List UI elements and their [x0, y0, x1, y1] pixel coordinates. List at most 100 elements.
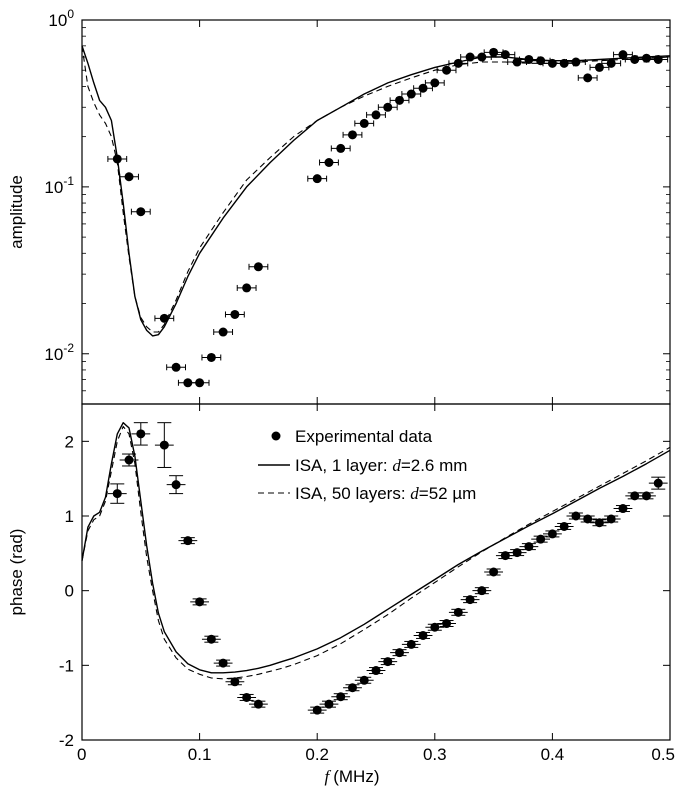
phase-y-tick-label-4: 2	[65, 432, 74, 451]
phase-point-38	[613, 504, 633, 514]
phase-marker-21	[418, 630, 428, 640]
amplitude-point-9	[224, 309, 245, 319]
amplitude-marker-8	[218, 327, 228, 337]
amplitude-point-3	[154, 313, 175, 323]
amplitude-marker-29	[512, 57, 522, 67]
phase-marker-12	[312, 705, 322, 715]
phase-model-curves	[81, 422, 671, 680]
amplitude-point-0	[107, 154, 128, 164]
amplitude-marker-38	[618, 50, 628, 60]
phase-marker-29	[512, 548, 522, 558]
phase-marker-20	[406, 639, 416, 649]
phase-y-tick-label-2: 0	[65, 582, 74, 601]
amplitude-point-17	[366, 110, 386, 120]
phase-point-16	[354, 675, 374, 685]
phase-curve-fifty-layers	[81, 425, 671, 680]
amplitude-point-12	[307, 174, 328, 184]
amplitude-point-24	[448, 58, 469, 68]
phase-marker-35	[583, 514, 593, 524]
amplitude-point-11	[248, 262, 269, 272]
phase-y-tick-label-0: -2	[59, 731, 74, 750]
amplitude-marker-27	[489, 47, 499, 57]
phase-point-17	[366, 666, 386, 676]
amplitude-y-tick-label-2: 10-2	[44, 341, 74, 364]
legend-label-one-layer: ISA, 1 layer: d=2.6 mm	[295, 456, 467, 475]
phase-marker-23	[442, 619, 452, 629]
amplitude-marker-30	[524, 54, 534, 64]
x-tick-label-2: 0.2	[305, 745, 329, 764]
amplitude-point-1	[119, 172, 139, 182]
x-axis-label: f (MHz)	[325, 767, 380, 786]
phase-data-points	[107, 422, 668, 715]
amplitude-marker-41	[653, 54, 663, 64]
amplitude-marker-34	[571, 57, 581, 67]
x-tick-label-5: 0.5	[651, 745, 675, 764]
amplitude-point-13	[319, 157, 339, 167]
amplitude-marker-24	[453, 58, 463, 68]
amplitude-marker-4	[171, 362, 181, 372]
x-tick-label-0: 0	[77, 745, 86, 764]
amplitude-y-label: amplitude	[7, 175, 26, 249]
phase-marker-28	[500, 551, 510, 561]
phase-point-10	[237, 692, 257, 702]
amplitude-ticks: 100 10-1 10-2	[44, 7, 671, 405]
phase-point-8	[213, 658, 233, 668]
phase-marker-2	[136, 429, 146, 439]
amplitude-point-21	[413, 83, 433, 93]
phase-marker-11	[253, 699, 263, 709]
amplitude-point-40	[636, 53, 657, 63]
phase-point-0	[107, 483, 127, 504]
phase-point-29	[507, 548, 527, 558]
amplitude-marker-10	[242, 283, 252, 293]
amplitude-point-23	[436, 65, 457, 75]
phase-marker-40	[641, 491, 651, 501]
amplitude-marker-40	[641, 53, 651, 63]
phase-marker-36	[594, 518, 604, 528]
phase-point-9	[225, 677, 245, 687]
phase-point-24	[448, 607, 468, 617]
x-tick-label-3: 0.3	[423, 745, 447, 764]
phase-marker-16	[359, 675, 369, 685]
amplitude-point-34	[566, 57, 586, 67]
phase-point-25	[460, 595, 480, 605]
phase-point-20	[401, 639, 421, 649]
amplitude-point-28	[495, 50, 516, 60]
amplitude-point-37	[601, 58, 622, 68]
phase-point-2	[131, 422, 151, 446]
amplitude-marker-15	[347, 130, 357, 140]
phase-point-35	[578, 514, 598, 524]
amplitude-marker-7	[206, 352, 216, 362]
phase-marker-14	[336, 692, 346, 702]
phase-point-36	[590, 518, 609, 528]
phase-plot-frame	[81, 403, 671, 741]
phase-point-4	[166, 475, 186, 495]
amplitude-marker-6	[195, 378, 205, 388]
amplitude-marker-14	[336, 143, 346, 153]
amplitude-curve-one-layer	[81, 45, 671, 337]
phase-marker-9	[230, 677, 240, 687]
amplitude-point-20	[401, 89, 422, 99]
phase-marker-41	[653, 478, 663, 488]
amplitude-point-27	[483, 47, 504, 57]
phase-point-14	[331, 692, 351, 702]
amplitude-point-36	[589, 62, 610, 72]
phase-marker-13	[324, 699, 334, 709]
phase-point-32	[542, 529, 562, 539]
legend-label-fifty-layers: ISA, 50 layers: d=52 µm	[295, 484, 476, 503]
amplitude-point-22	[424, 78, 445, 88]
amplitude-marker-16	[359, 118, 369, 128]
amplitude-marker-39	[630, 54, 640, 64]
phase-marker-33	[559, 521, 569, 531]
phase-marker-24	[453, 607, 463, 617]
amplitude-panel: amplitude 100 10-1 10-2	[7, 7, 671, 405]
amplitude-marker-28	[500, 50, 510, 60]
phase-marker-27	[489, 567, 499, 577]
phase-marker-17	[371, 666, 381, 676]
phase-point-11	[248, 699, 268, 709]
amplitude-point-41	[648, 54, 669, 64]
phase-point-19	[390, 648, 409, 658]
amplitude-marker-35	[583, 73, 593, 83]
phase-point-27	[484, 567, 504, 577]
amplitude-point-31	[530, 56, 551, 66]
